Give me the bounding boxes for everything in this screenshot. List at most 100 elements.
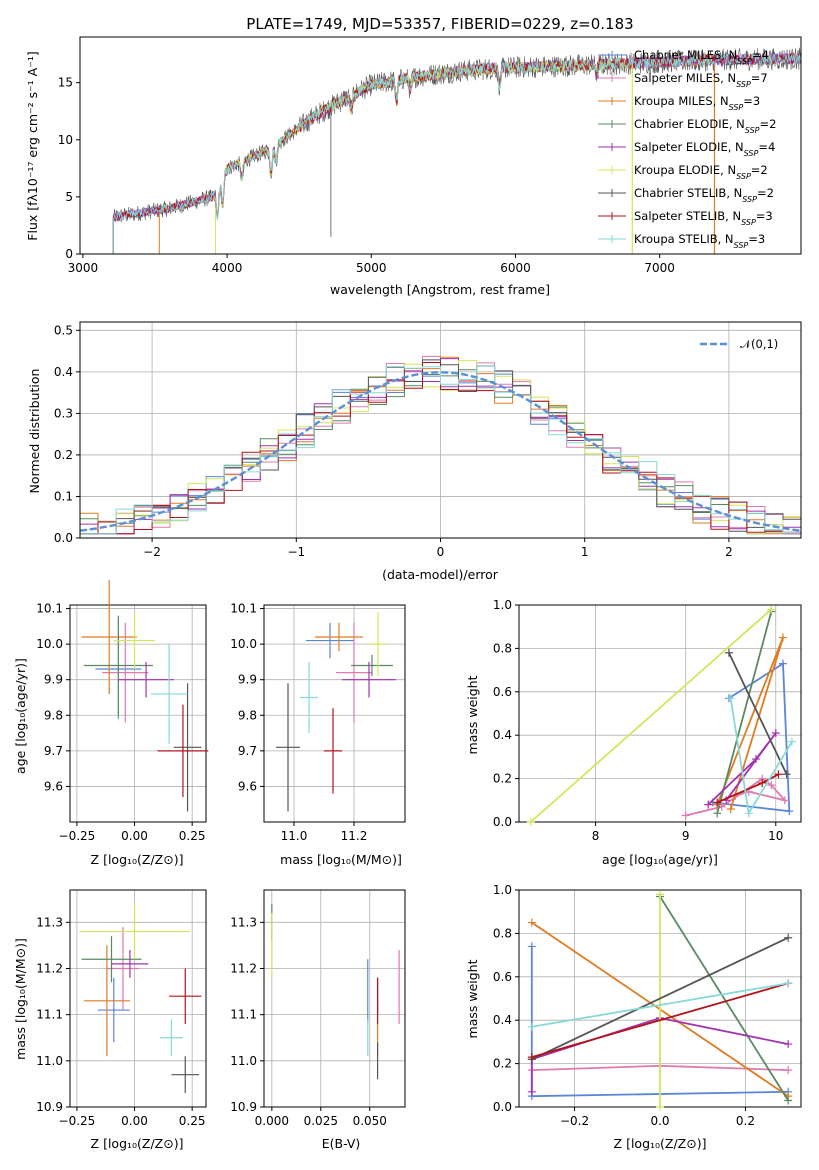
x-tick-label: 0.00 <box>121 829 148 843</box>
histogram-ylabel: Normed distribution <box>27 369 42 494</box>
y-tick-label: 9.7 <box>44 744 63 758</box>
weight-z-ylabel: mass weight <box>465 959 480 1038</box>
weight-point-marker <box>744 809 753 818</box>
x-tick-label: 0 <box>437 545 445 559</box>
weight-vs-metallicity-panel: −0.2 0.0 0.2 0.0 0.2 0.4 0.6 0.8 1.0 <box>493 883 802 1128</box>
spectrum-ylabel: Flux [fλ10⁻¹⁷ erg cm⁻² s⁻¹ A⁻¹] <box>25 51 40 240</box>
y-tick-label: 11.3 <box>230 915 257 929</box>
y-tick-label: 5 <box>65 190 73 204</box>
spectrum-axes: 3000 4000 5000 6000 7000 0 5 10 15 <box>58 36 802 275</box>
weight-point-marker <box>656 890 664 899</box>
y-tick-label: 9.6 <box>238 779 257 793</box>
x-tick-label: 1 <box>581 545 589 559</box>
histogram-xlabel: (data-model)/error <box>382 567 499 582</box>
normal-legend-label: 𝒩(0,1) <box>740 337 778 351</box>
spectrum-lines <box>112 47 801 254</box>
weight-series-line <box>659 896 789 1101</box>
weight-series-line <box>531 982 789 1058</box>
x-tick-label: 0.050 <box>353 1114 387 1128</box>
weight-age-xlabel: age [log₁₀(age/yr)] <box>602 852 718 867</box>
axes-frame <box>69 604 207 823</box>
weight-series-line <box>531 982 789 1028</box>
y-tick-label: 0.4 <box>493 728 512 742</box>
weight-point-marker <box>527 918 536 927</box>
y-tick-label: 0.5 <box>54 323 73 337</box>
axes-frame <box>79 36 802 255</box>
y-tick-label: 0.4 <box>493 1013 512 1027</box>
spectrum-model-line <box>113 53 801 221</box>
y-tick-label: 10.1 <box>230 602 257 616</box>
residual-histogram-panel: −2 −1 0 1 2 0.0 0.1 0.2 0.3 0.4 0.5 (data-model)/e… <box>27 321 802 582</box>
y-tick-label: 9.9 <box>238 673 257 687</box>
x-tick-label: 2 <box>725 545 733 559</box>
histogram-axes <box>79 321 802 539</box>
y-tick-label: 0.1 <box>54 489 73 503</box>
weight-point-marker <box>785 807 794 816</box>
x-tick-label: 0.0 <box>650 1114 669 1128</box>
y-tick-label: 11.3 <box>36 915 63 929</box>
age-vs-metallicity-panel: −0.25 0.00 0.25 9.6 9.7 9.8 9.9 10.0 10.1 <box>36 580 209 843</box>
x-tick-label: 11.0 <box>281 829 308 843</box>
legend-entry: Kroupa STELIB, NSSP=3 <box>634 232 765 250</box>
weight-point-marker <box>778 659 787 668</box>
x-tick-label: 0.00 <box>121 1114 148 1128</box>
y-tick-label: 0.4 <box>54 365 73 379</box>
y-tick-label: 0.2 <box>54 448 73 462</box>
x-tick-label: 0.000 <box>255 1114 289 1128</box>
weight-age-ylabel: mass weight <box>465 675 480 754</box>
weight-point-marker <box>767 781 776 790</box>
y-tick-label: 9.9 <box>44 673 63 687</box>
y-tick-label: 11.1 <box>36 1008 63 1022</box>
x-tick-label: −1 <box>287 545 305 559</box>
weight-point-marker <box>767 605 776 614</box>
weight-point-marker <box>751 755 760 764</box>
weight-series-line <box>728 652 788 775</box>
axes-frame <box>69 889 207 1108</box>
histogram-legend: 𝒩(0,1) <box>700 337 778 351</box>
y-tick-label: 10.9 <box>36 1100 63 1114</box>
weight-point-marker <box>774 770 783 779</box>
legend-entry: Kroupa ELODIE, NSSP=2 <box>634 163 768 181</box>
histogram-steps <box>79 355 802 535</box>
weight-point-marker <box>656 1103 664 1111</box>
y-tick-label: 9.8 <box>44 708 63 722</box>
mass-ebv-xlabel: E(B-V) <box>322 1136 361 1151</box>
legend-entry: Salpeter ELODIE, NSSP=4 <box>634 140 775 158</box>
weight-point-marker <box>778 633 787 642</box>
spectrum-legend: Chabrier MILES, NSSP=4 Salpeter MILES, NS… <box>598 48 776 250</box>
axes-frame <box>518 604 802 823</box>
x-tick-label: 10 <box>768 829 783 843</box>
legend-entry: Chabrier STELIB, NSSP=2 <box>634 186 774 204</box>
x-tick-label: 11.2 <box>341 829 368 843</box>
mass-z-ylabel: mass [log₁₀(M/M⊙)] <box>13 938 28 1060</box>
legend-entry: Chabrier ELODIE, NSSP=2 <box>634 117 776 135</box>
x-tick-label: −0.25 <box>59 1114 96 1128</box>
x-tick-label: 3000 <box>68 261 99 275</box>
legend-entry: Salpeter STELIB, NSSP=3 <box>634 209 773 227</box>
x-tick-label: 9 <box>682 829 690 843</box>
spectrum-panel: 3000 4000 5000 6000 7000 0 5 10 15 PLATE=1749, M… <box>25 15 802 297</box>
weight-series-line <box>712 661 791 813</box>
y-tick-label: 0.6 <box>493 970 512 984</box>
weight-point-marker <box>784 1066 793 1075</box>
weight-series-line <box>530 608 772 823</box>
mass-vs-extinction-panel: 0.000 0.025 0.050 10.9 11.0 11.1 11.2 11.3 <box>230 889 406 1128</box>
y-tick-label: 0.2 <box>493 772 512 786</box>
x-tick-label: 0.025 <box>304 1114 338 1128</box>
legend-entry: Salpeter MILES, NSSP=7 <box>634 71 768 89</box>
weight-vs-age-panel: 8 9 10 0.0 0.2 0.4 0.6 0.8 1.0 <box>493 598 802 843</box>
y-tick-label: 10.1 <box>36 602 63 616</box>
weight-point-marker <box>526 818 535 826</box>
weight-point-marker <box>527 1053 536 1062</box>
x-tick-label: 4000 <box>212 261 243 275</box>
age-z-ylabel: age [log₁₀(age/yr)] <box>13 658 28 774</box>
weight-series-line <box>707 732 777 806</box>
weight-point-marker <box>724 648 733 657</box>
x-tick-label: 5000 <box>356 261 387 275</box>
weight-point-marker <box>787 737 796 746</box>
weight-point-marker <box>771 729 780 738</box>
y-tick-label: 11.1 <box>230 1008 257 1022</box>
weight-point-marker <box>784 933 793 942</box>
y-tick-label: 11.2 <box>230 961 257 975</box>
